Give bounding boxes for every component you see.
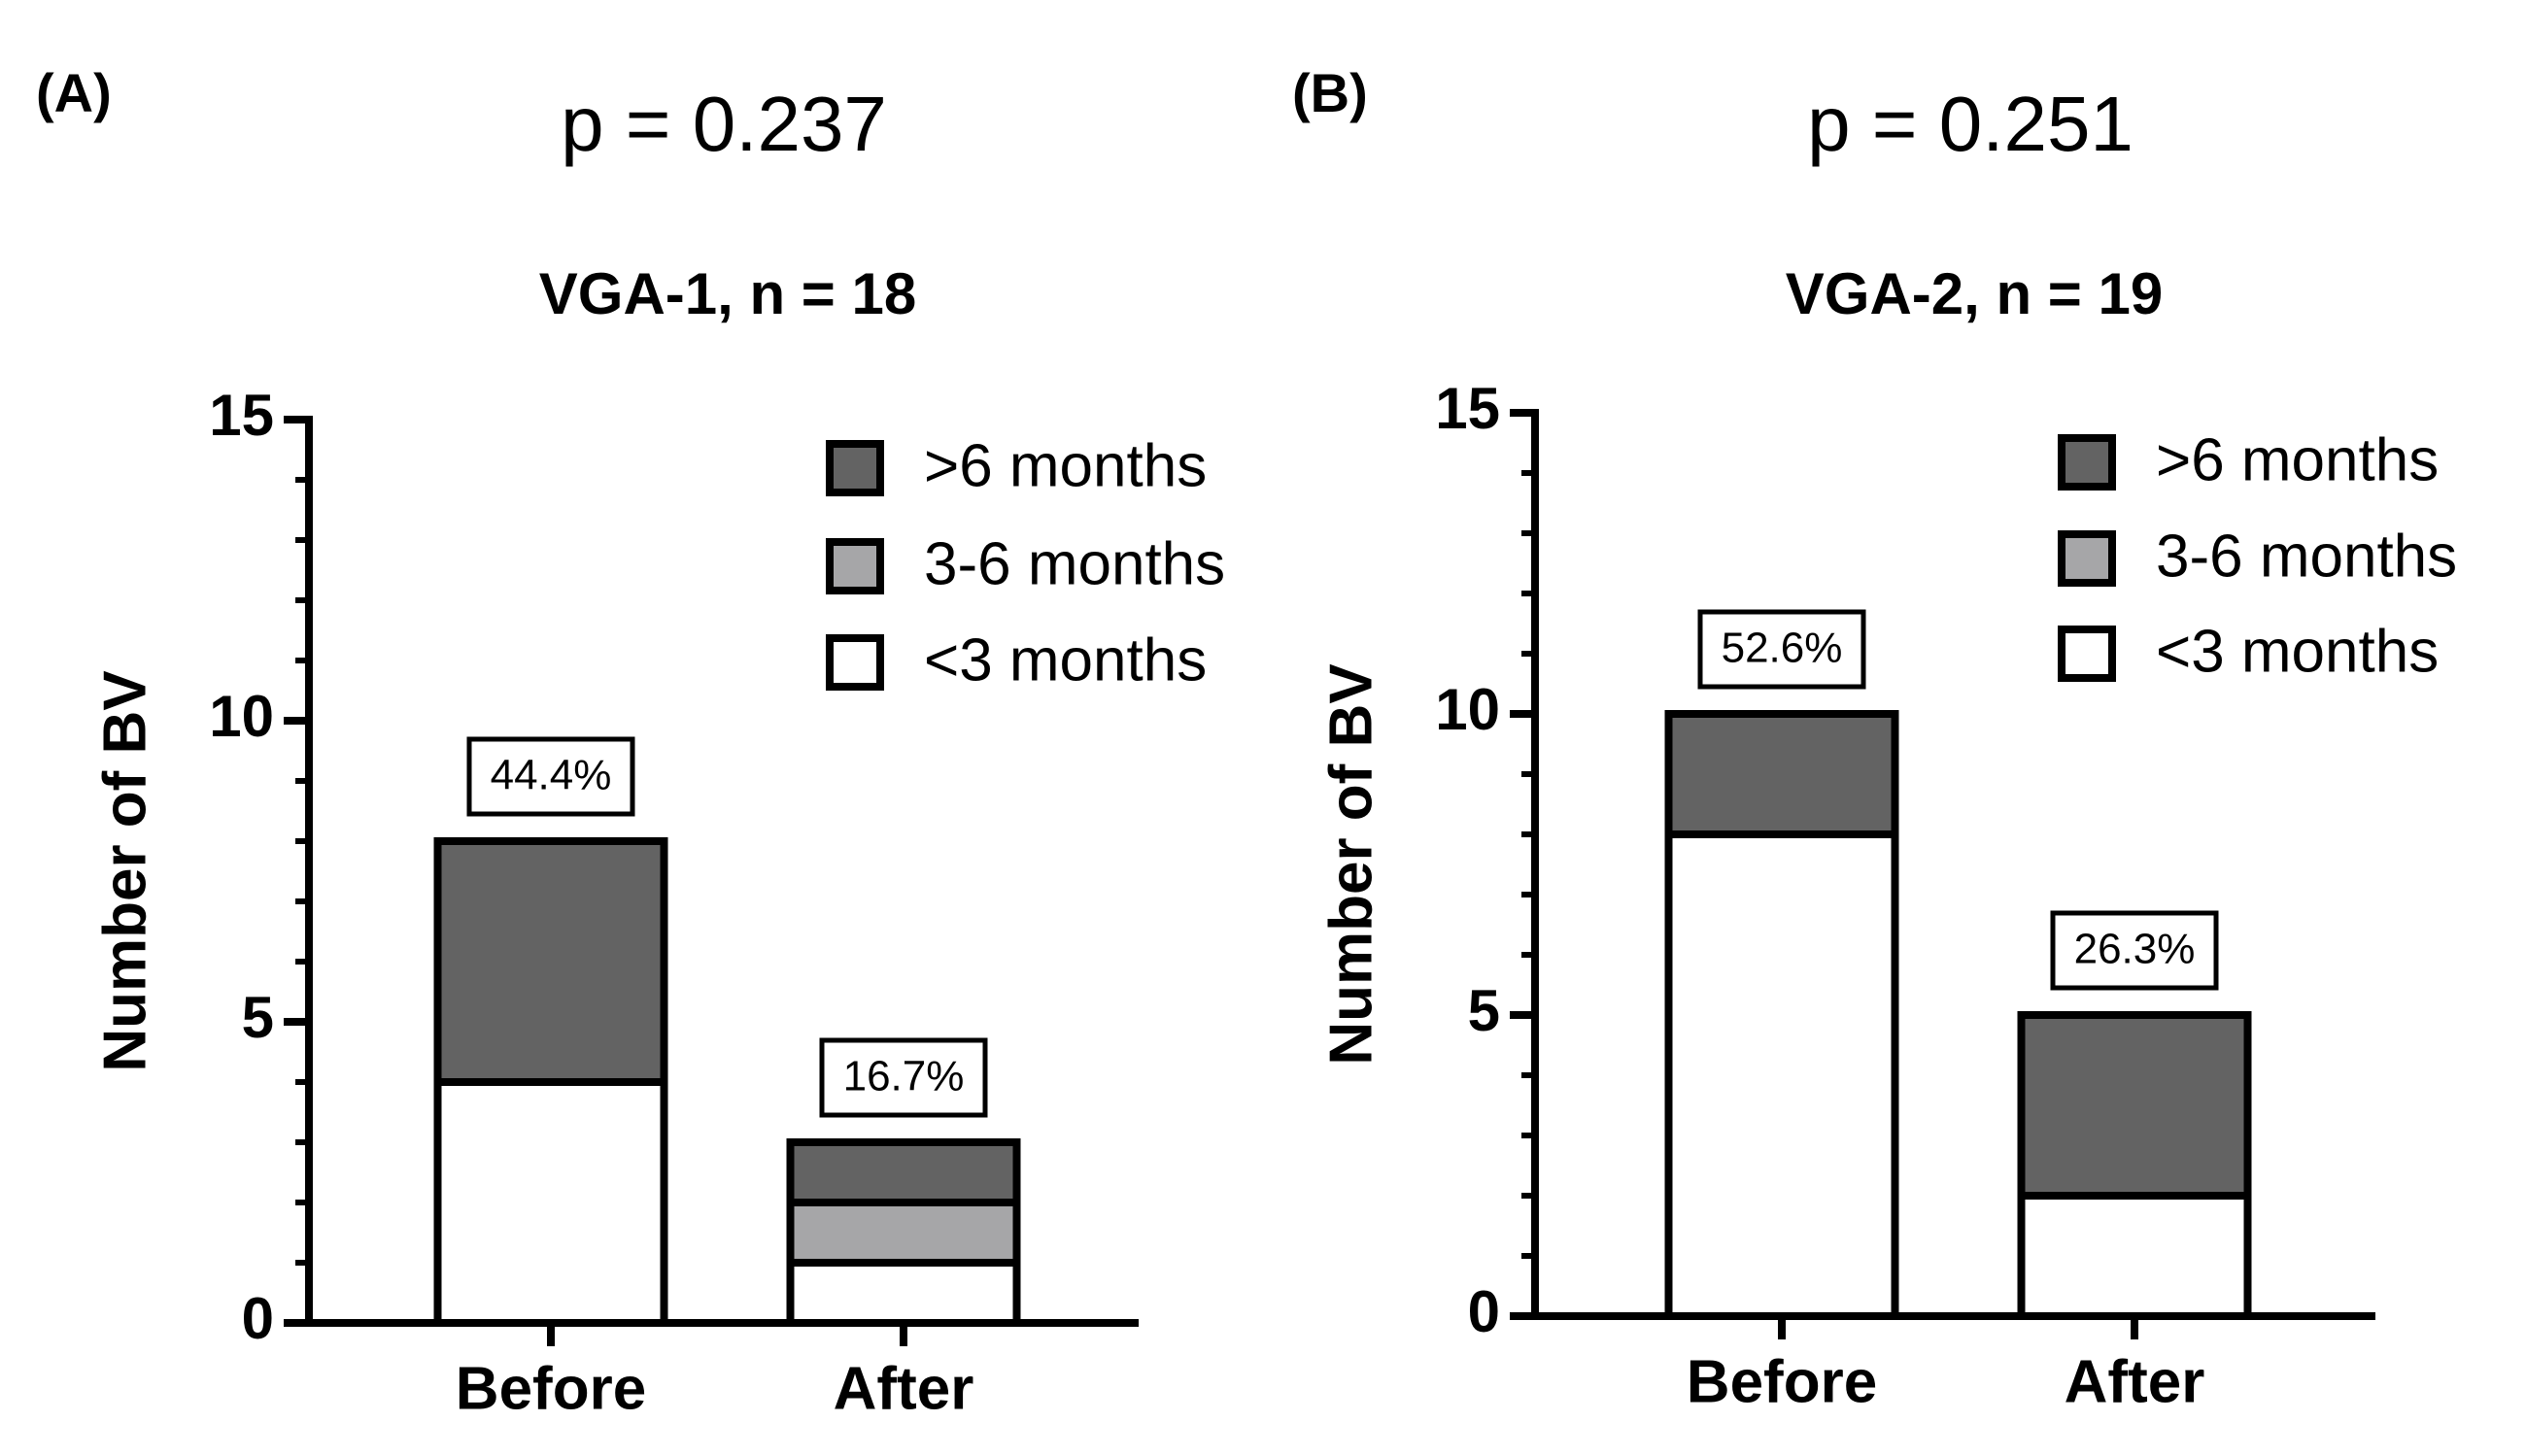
- x-tick-label: Before: [456, 1355, 646, 1422]
- bar-segment: [433, 837, 668, 1086]
- annotation: 16.7%: [843, 1053, 965, 1100]
- annotation: 26.3%: [2074, 926, 2196, 973]
- y-tick-label: 15: [1435, 376, 1500, 441]
- x-tick-label: Before: [1687, 1348, 1877, 1415]
- legend-label: 3-6 months: [2156, 523, 2457, 590]
- y-tick-label: 0: [1468, 1279, 1500, 1344]
- bar-segment: [786, 1138, 1021, 1206]
- bar-segment: [433, 1078, 668, 1327]
- chart-title: VGA-1, n = 18: [539, 261, 916, 326]
- annotation: 44.4%: [491, 752, 612, 799]
- x-tick-label: After: [2065, 1348, 2205, 1415]
- bar-segment: [2017, 1192, 2252, 1320]
- panel-label: (B): [1292, 62, 1368, 123]
- legend-swatch: [2058, 530, 2116, 587]
- panel-label: (A): [36, 62, 112, 123]
- y-axis-label: Number of BV: [1317, 663, 1384, 1065]
- legend-label: <3 months: [2156, 618, 2439, 685]
- bar-segment: [786, 1199, 1021, 1267]
- legend-swatch: [2058, 626, 2116, 682]
- annotation-box: [1697, 609, 1866, 690]
- legend-swatch: [826, 440, 884, 496]
- legend-swatch: [826, 538, 884, 594]
- y-tick-label: 5: [1468, 978, 1500, 1043]
- legend-label: <3 months: [924, 626, 1207, 694]
- bar-segment: [786, 1259, 1021, 1327]
- chart-title: VGA-2, n = 19: [1786, 261, 2163, 326]
- y-tick-label: 15: [209, 383, 274, 448]
- p-value: p = 0.251: [1807, 81, 2133, 167]
- bar-segment: [2017, 1011, 2252, 1200]
- annotation: 52.6%: [1722, 625, 1843, 672]
- y-tick-label: 0: [242, 1286, 274, 1351]
- y-tick-label: 10: [1435, 677, 1500, 742]
- x-tick-label: After: [834, 1355, 974, 1422]
- bar-segment: [1664, 830, 1899, 1320]
- legend-label: >6 months: [924, 432, 1207, 499]
- y-tick-label: 10: [209, 684, 274, 749]
- legend-label: 3-6 months: [924, 530, 1225, 597]
- annotation-box: [2050, 910, 2219, 991]
- bar-segment: [1664, 710, 1899, 838]
- legend-swatch: [826, 634, 884, 691]
- y-axis-label: Number of BV: [91, 670, 158, 1071]
- annotation-box: [466, 736, 635, 817]
- p-value: p = 0.237: [561, 81, 887, 167]
- annotation-box: [819, 1037, 988, 1118]
- y-tick-label: 5: [242, 985, 274, 1050]
- legend-swatch: [2058, 434, 2116, 491]
- legend-label: >6 months: [2156, 426, 2439, 493]
